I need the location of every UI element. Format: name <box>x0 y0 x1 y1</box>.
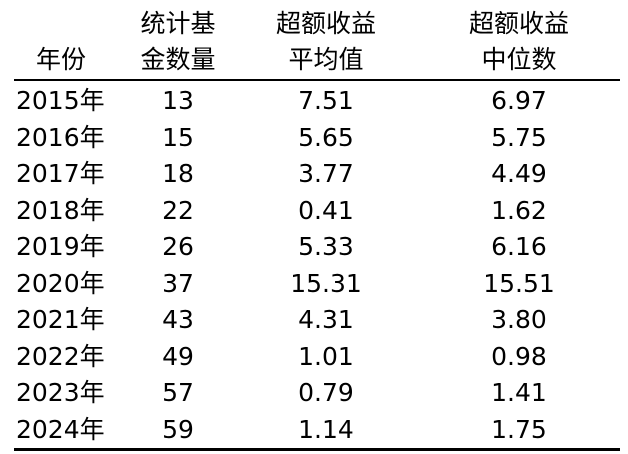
table-row: 2015年 13 7.51 6.97 <box>14 80 620 120</box>
header-excess-median-line-2: 中位数 <box>481 45 557 74</box>
table-row: 2022年 49 1.01 0.98 <box>14 339 620 376</box>
header-excess-mean-line-2: 平均值 <box>288 45 364 74</box>
cell-excess-mean: 7.51 <box>298 86 354 115</box>
cell-excess-mean: 5.65 <box>298 122 354 152</box>
header-excess-mean: 超额收益 平均值 <box>234 6 418 81</box>
cell-excess-mean: 4.31 <box>298 305 354 334</box>
cell-excess-median: 1.62 <box>491 195 547 225</box>
table-row: 2024年 59 1.14 1.75 <box>14 411 620 451</box>
header-excess-median-line-1: 超额收益 <box>468 9 569 38</box>
cell-excess-mean: 1.14 <box>234 411 418 451</box>
cell-year: 2018年 <box>16 195 105 225</box>
header-excess-median: 超额收益 中位数 <box>418 6 620 81</box>
cell-fund-count: 43 <box>162 305 194 334</box>
cell-excess-median: 6.97 <box>491 86 547 115</box>
cell-fund-count: 49 <box>162 341 194 371</box>
cell-excess-mean: 1.01 <box>298 341 354 371</box>
header-fund-count: 统计基 金数量 <box>122 6 234 81</box>
cell-excess-mean: 3.77 <box>298 159 354 188</box>
cell-excess-median: 0.98 <box>491 341 547 371</box>
cell-fund-count: 57 <box>162 378 194 407</box>
cell-excess-mean: 0.79 <box>298 378 354 407</box>
table-header: 年份 统计基 金数量 超额收益 平均值 超额收益 中位数 <box>14 6 620 81</box>
cell-year: 2015年 <box>16 86 105 115</box>
cell-year: 2016年 <box>16 122 105 152</box>
table-row: 2023年 57 0.79 1.41 <box>14 375 620 412</box>
cell-year: 2024年 <box>14 411 122 451</box>
header-excess-mean-line-1: 超额收益 <box>275 9 376 38</box>
cell-fund-count: 26 <box>162 232 194 261</box>
cell-excess-median: 5.75 <box>491 122 547 152</box>
cell-fund-count: 37 <box>162 268 194 298</box>
cell-year: 2021年 <box>16 305 105 334</box>
cell-excess-median: 4.49 <box>491 159 547 188</box>
cell-excess-mean: 15.31 <box>290 268 362 298</box>
header-year: 年份 <box>14 6 122 81</box>
cell-fund-count: 59 <box>122 411 234 451</box>
cell-fund-count: 13 <box>162 86 194 115</box>
cell-excess-mean: 0.41 <box>298 195 354 225</box>
cell-year: 2022年 <box>16 341 105 371</box>
cell-year: 2019年 <box>16 232 105 261</box>
header-year-line-1: 年份 <box>36 45 87 74</box>
header-row: 年份 统计基 金数量 超额收益 平均值 超额收益 中位数 <box>14 6 620 81</box>
cell-fund-count: 22 <box>162 195 194 225</box>
table-row: 2021年 43 4.31 3.80 <box>14 302 620 339</box>
cell-excess-mean: 5.33 <box>298 232 354 261</box>
table-body: 2015年 13 7.51 6.97 2016年 15 5.65 5.75 2017年 18 3.7… <box>14 80 620 451</box>
table-row: 2018年 22 0.41 1.62 <box>14 193 620 230</box>
cell-fund-count: 15 <box>162 122 194 152</box>
table-row: 2020年 37 15.31 15.51 <box>14 266 620 303</box>
cell-excess-median: 1.41 <box>491 378 547 407</box>
table-row: 2019年 26 5.33 6.16 <box>14 229 620 266</box>
header-fund-count-line-1: 统计基 <box>140 9 216 38</box>
cell-excess-median: 3.80 <box>491 305 547 334</box>
cell-excess-median: 6.16 <box>491 232 547 261</box>
cell-excess-median: 15.51 <box>483 268 555 298</box>
cell-fund-count: 18 <box>162 159 194 188</box>
excess-return-table: 年份 统计基 金数量 超额收益 平均值 超额收益 中位数 2015年 13 7.51… <box>14 6 620 451</box>
table-row: 2017年 18 3.77 4.49 <box>14 156 620 193</box>
cell-year: 2017年 <box>16 159 105 188</box>
cell-year: 2020年 <box>16 268 105 298</box>
header-fund-count-line-2: 金数量 <box>140 45 216 74</box>
cell-excess-median: 1.75 <box>418 411 620 451</box>
table-row: 2016年 15 5.65 5.75 <box>14 120 620 157</box>
cell-year: 2023年 <box>16 378 105 407</box>
